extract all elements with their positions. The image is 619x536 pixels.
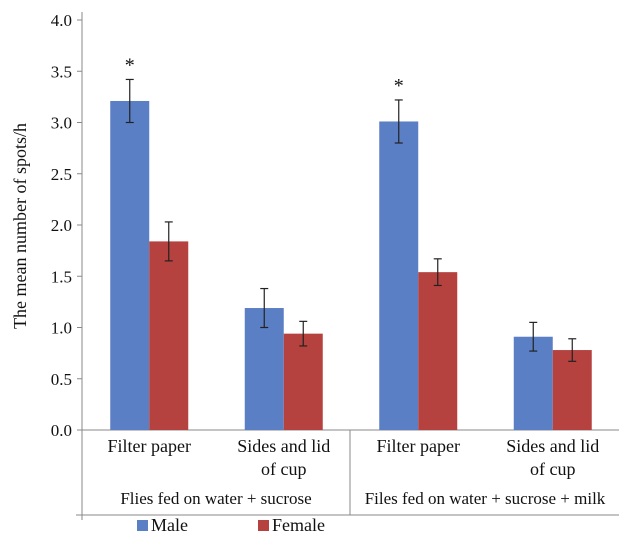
category-label: of cup [261, 459, 306, 479]
category-label: Sides and lid [237, 436, 330, 456]
legend-label-female: Female [272, 515, 325, 535]
x-labels: Filter paper Sides and lid of cup Filter pa… [108, 436, 606, 508]
y-tick-label: 1.5 [51, 267, 72, 286]
bar-female [552, 350, 592, 430]
group-label: Files fed on water + sucrose + milk [365, 489, 606, 508]
legend-swatch-male [137, 520, 148, 531]
bar-male [110, 100, 150, 430]
y-tick-label: 2.5 [51, 165, 72, 184]
y-tick-label: 0.5 [51, 370, 72, 389]
category-label: Filter paper [377, 436, 460, 456]
error-bars: ** [125, 54, 577, 362]
y-tick-label: 3.0 [51, 114, 72, 133]
bar-female [418, 272, 458, 430]
significance-marker: * [394, 75, 404, 97]
y-tick-label: 1.0 [51, 319, 72, 338]
bar-female [283, 333, 323, 430]
bar-female [149, 241, 189, 430]
group-label: Flies fed on water + sucrose [120, 489, 311, 508]
y-tick-label: 2.0 [51, 216, 72, 235]
y-tick-label: 4.0 [51, 11, 72, 30]
y-ticks: 0.0 0.5 1.0 1.5 2.0 2.5 3.0 3.5 4.0 [51, 11, 82, 440]
category-label: Sides and lid [506, 436, 599, 456]
legend-swatch-female [258, 520, 269, 531]
bar-male [379, 121, 419, 430]
legend-label-male: Male [151, 515, 188, 535]
y-tick-label: 3.5 [51, 62, 72, 81]
y-tick-label: 0.0 [51, 421, 72, 440]
bar-male [244, 308, 284, 430]
legend: Male Female [137, 515, 325, 535]
bar-male [513, 336, 553, 430]
significance-marker: * [125, 54, 135, 76]
bars [110, 100, 592, 430]
y-axis-label: The mean number of spots/h [10, 123, 30, 329]
category-label: Filter paper [108, 436, 191, 456]
category-label: of cup [530, 459, 575, 479]
